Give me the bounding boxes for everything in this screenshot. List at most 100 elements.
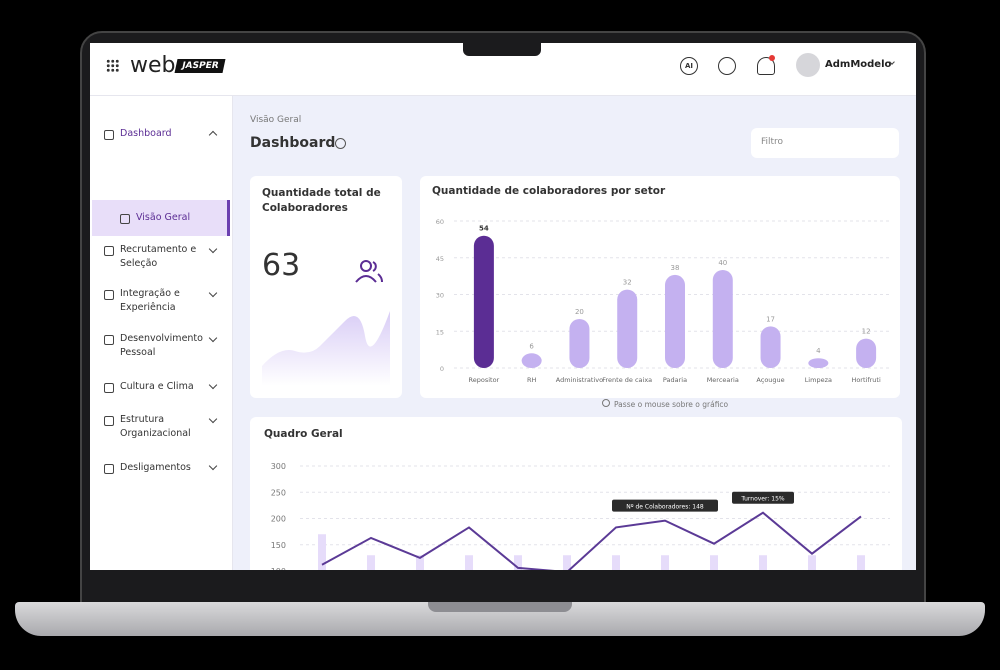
nav-chevron[interactable] [208,380,218,390]
sidebar: Dashboard Visão Geral Recrutamento e Sel… [90,96,233,570]
user-name[interactable]: AdmModelo [825,59,892,70]
tooltip-box [732,491,794,504]
nav-chevron[interactable] [208,130,218,140]
bar [808,555,816,570]
decorative-area [262,311,390,386]
nav-item[interactable]: Recrutamento e Seleção [104,243,204,271]
nav-chevron[interactable] [208,461,218,471]
hint-icon [602,399,610,407]
nav-chevron[interactable] [208,333,218,343]
y-tick-label: 250 [271,488,286,497]
logo: web [130,53,176,78]
notifications-button[interactable] [757,57,775,75]
nav-item[interactable]: Estrutura Organizacional [104,413,204,441]
value-label: 40 [718,259,727,267]
x-tick-label: RH [527,376,537,384]
nav-active [92,200,230,236]
nav-subitem[interactable]: Visão Geral [120,211,220,225]
bar [617,289,638,368]
value-label: 54 [479,225,489,233]
line [321,511,862,570]
bar-card: Quantidade de colaboradores por setor 0 1… [420,176,900,398]
bar [760,326,781,368]
chart-title: Quantidade de colaboradores por setor [432,185,666,197]
bar [416,555,424,570]
avatar[interactable] [796,53,820,77]
value-label: 32 [623,279,632,287]
nav-chevron[interactable] [208,244,218,254]
value-label: 38 [671,264,680,272]
laptop-groove [428,602,572,612]
bar [712,270,733,368]
value-label: 4 [816,347,821,355]
bar [612,555,620,570]
nav-chevron[interactable] [208,414,218,424]
bar [808,358,829,368]
nav-chevron[interactable] [208,288,218,298]
bar [665,274,685,368]
kpi-card: Quantidade total de Colaboradores 63 [250,176,402,398]
y-tick-label: 60 [436,218,444,226]
x-tick-label: Padaria [663,376,687,384]
bar [367,555,375,570]
tooltip-text: Nº de Colaboradores: 148 [626,504,704,511]
notification-dot [769,55,775,61]
breadcrumb[interactable]: Visão Geral [250,115,302,125]
chart-hint: Passe o mouse sobre o gráfico [602,399,728,409]
combo-chart: Quadro Geral 100 150 200 250 300 Nº de Colabo… [264,428,890,570]
ai-button[interactable]: AI [680,57,698,75]
screen: web JASPER AI AdmModelo Dashboard Visão … [90,43,916,570]
y-tick-label: 45 [436,255,444,263]
brand: JASPER [174,59,226,73]
x-tick-label: Limpeza [805,376,832,384]
value-label: 6 [529,342,534,350]
camera-notch [463,42,541,56]
value-label: 17 [766,315,775,323]
tooltip-box [612,499,718,512]
nav-item[interactable]: Cultura e Clima [104,380,204,394]
whatsapp-button[interactable] [718,57,736,75]
x-tick-label: Repositor [469,376,500,384]
value-label: 20 [575,308,584,316]
y-tick-label: 150 [271,541,286,550]
bar [661,555,669,570]
hint-text: Passe o mouse sobre o gráfico [614,400,729,409]
chart-title: Quadro Geral [264,428,343,440]
page-title: Dashboard [250,135,336,151]
nav-item[interactable]: Dashboard [104,127,204,141]
kpi-value: 63 [262,248,301,283]
bar [318,534,326,570]
bar [569,319,590,368]
bar [710,555,718,570]
line-card: Quadro Geral 100 150 200 250 300 Nº de Colabo… [250,417,902,570]
nav-item[interactable]: Desenvolvimento Pessoal [104,332,204,360]
y-tick-label: 100 [271,567,286,570]
y-tick-label: 300 [271,462,286,471]
apps-menu[interactable] [106,59,119,72]
kpi-title: Quantidade total de Colaboradores [262,187,381,214]
nav-item[interactable]: Integração e Experiência [104,287,204,315]
y-tick-label: 200 [271,515,286,524]
bar [514,555,522,570]
x-tick-label: Hortifruti [851,376,881,384]
bar [563,555,571,570]
x-tick-label: Mercearia [707,376,739,384]
x-tick-label: Administrativo [556,376,603,384]
x-tick-label: Açougue [756,376,784,384]
bar [856,338,877,368]
info-icon[interactable] [335,138,346,149]
value-label: 12 [862,328,871,336]
x-tick-label: Frente de caixa [602,376,652,384]
bar [473,235,494,368]
y-tick-label: 15 [436,328,444,336]
bar [521,353,542,368]
nav-item[interactable]: Desligamentos [104,461,204,475]
tooltip-text: Turnover: 15% [740,496,785,503]
y-tick-label: 0 [440,365,444,373]
bar-chart: Quantidade de colaboradores por setor 0 1… [432,185,890,384]
filter-input[interactable]: Filtro [751,128,899,158]
bar [857,555,865,570]
y-tick-label: 30 [436,292,444,300]
bar [759,555,767,570]
